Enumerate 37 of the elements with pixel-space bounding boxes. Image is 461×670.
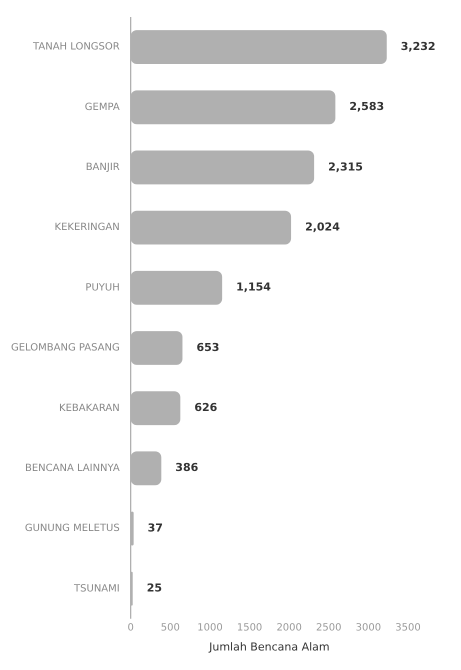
y-tick-label: BENCANA LAINNYA [25,462,120,474]
data-label: 1,154 [236,280,272,294]
x-tick-label: 1500 [236,622,262,634]
bar [130,150,314,184]
bar [130,30,387,64]
x-tick-label: 500 [160,622,180,634]
data-label: 3,232 [400,40,436,53]
y-tick-label: TSUNAMI [73,583,120,594]
y-tick-label: GUNUNG MELETUS [24,523,120,534]
x-tick-label: 3500 [395,622,421,634]
y-tick-label: KEBAKARAN [59,402,120,414]
bar [130,451,162,486]
y-tick-label: PUYUH [85,282,120,294]
data-label: 653 [196,340,220,354]
bar [130,270,222,305]
x-tick-label: 0 [128,622,134,634]
bar [130,331,182,365]
data-label: 626 [194,401,218,414]
data-label: 25 [146,582,162,595]
y-tick-label: BANJIR [86,162,120,174]
y-tick-label: TANAH LONGSOR [32,42,120,53]
bar [130,210,292,245]
x-tick-label: 2000 [276,622,302,634]
data-label: 2,024 [305,220,340,234]
y-tick-label: GEMPA [84,102,120,113]
x-tick-label: 1000 [197,622,223,634]
bar [130,391,180,426]
data-label: 386 [175,461,199,474]
y-tick-label: GELOMBANG PASANG [10,342,120,354]
bar [130,90,336,124]
data-label: 37 [148,521,163,534]
x-axis-title: Jumlah Bencana Alam [208,640,330,654]
data-label: 2,583 [349,100,384,114]
y-tick-label: KEKERINGAN [54,222,120,234]
x-tick-label: 3000 [356,622,382,634]
x-tick-label: 2500 [316,622,342,634]
data-label: 2,315 [328,160,363,174]
